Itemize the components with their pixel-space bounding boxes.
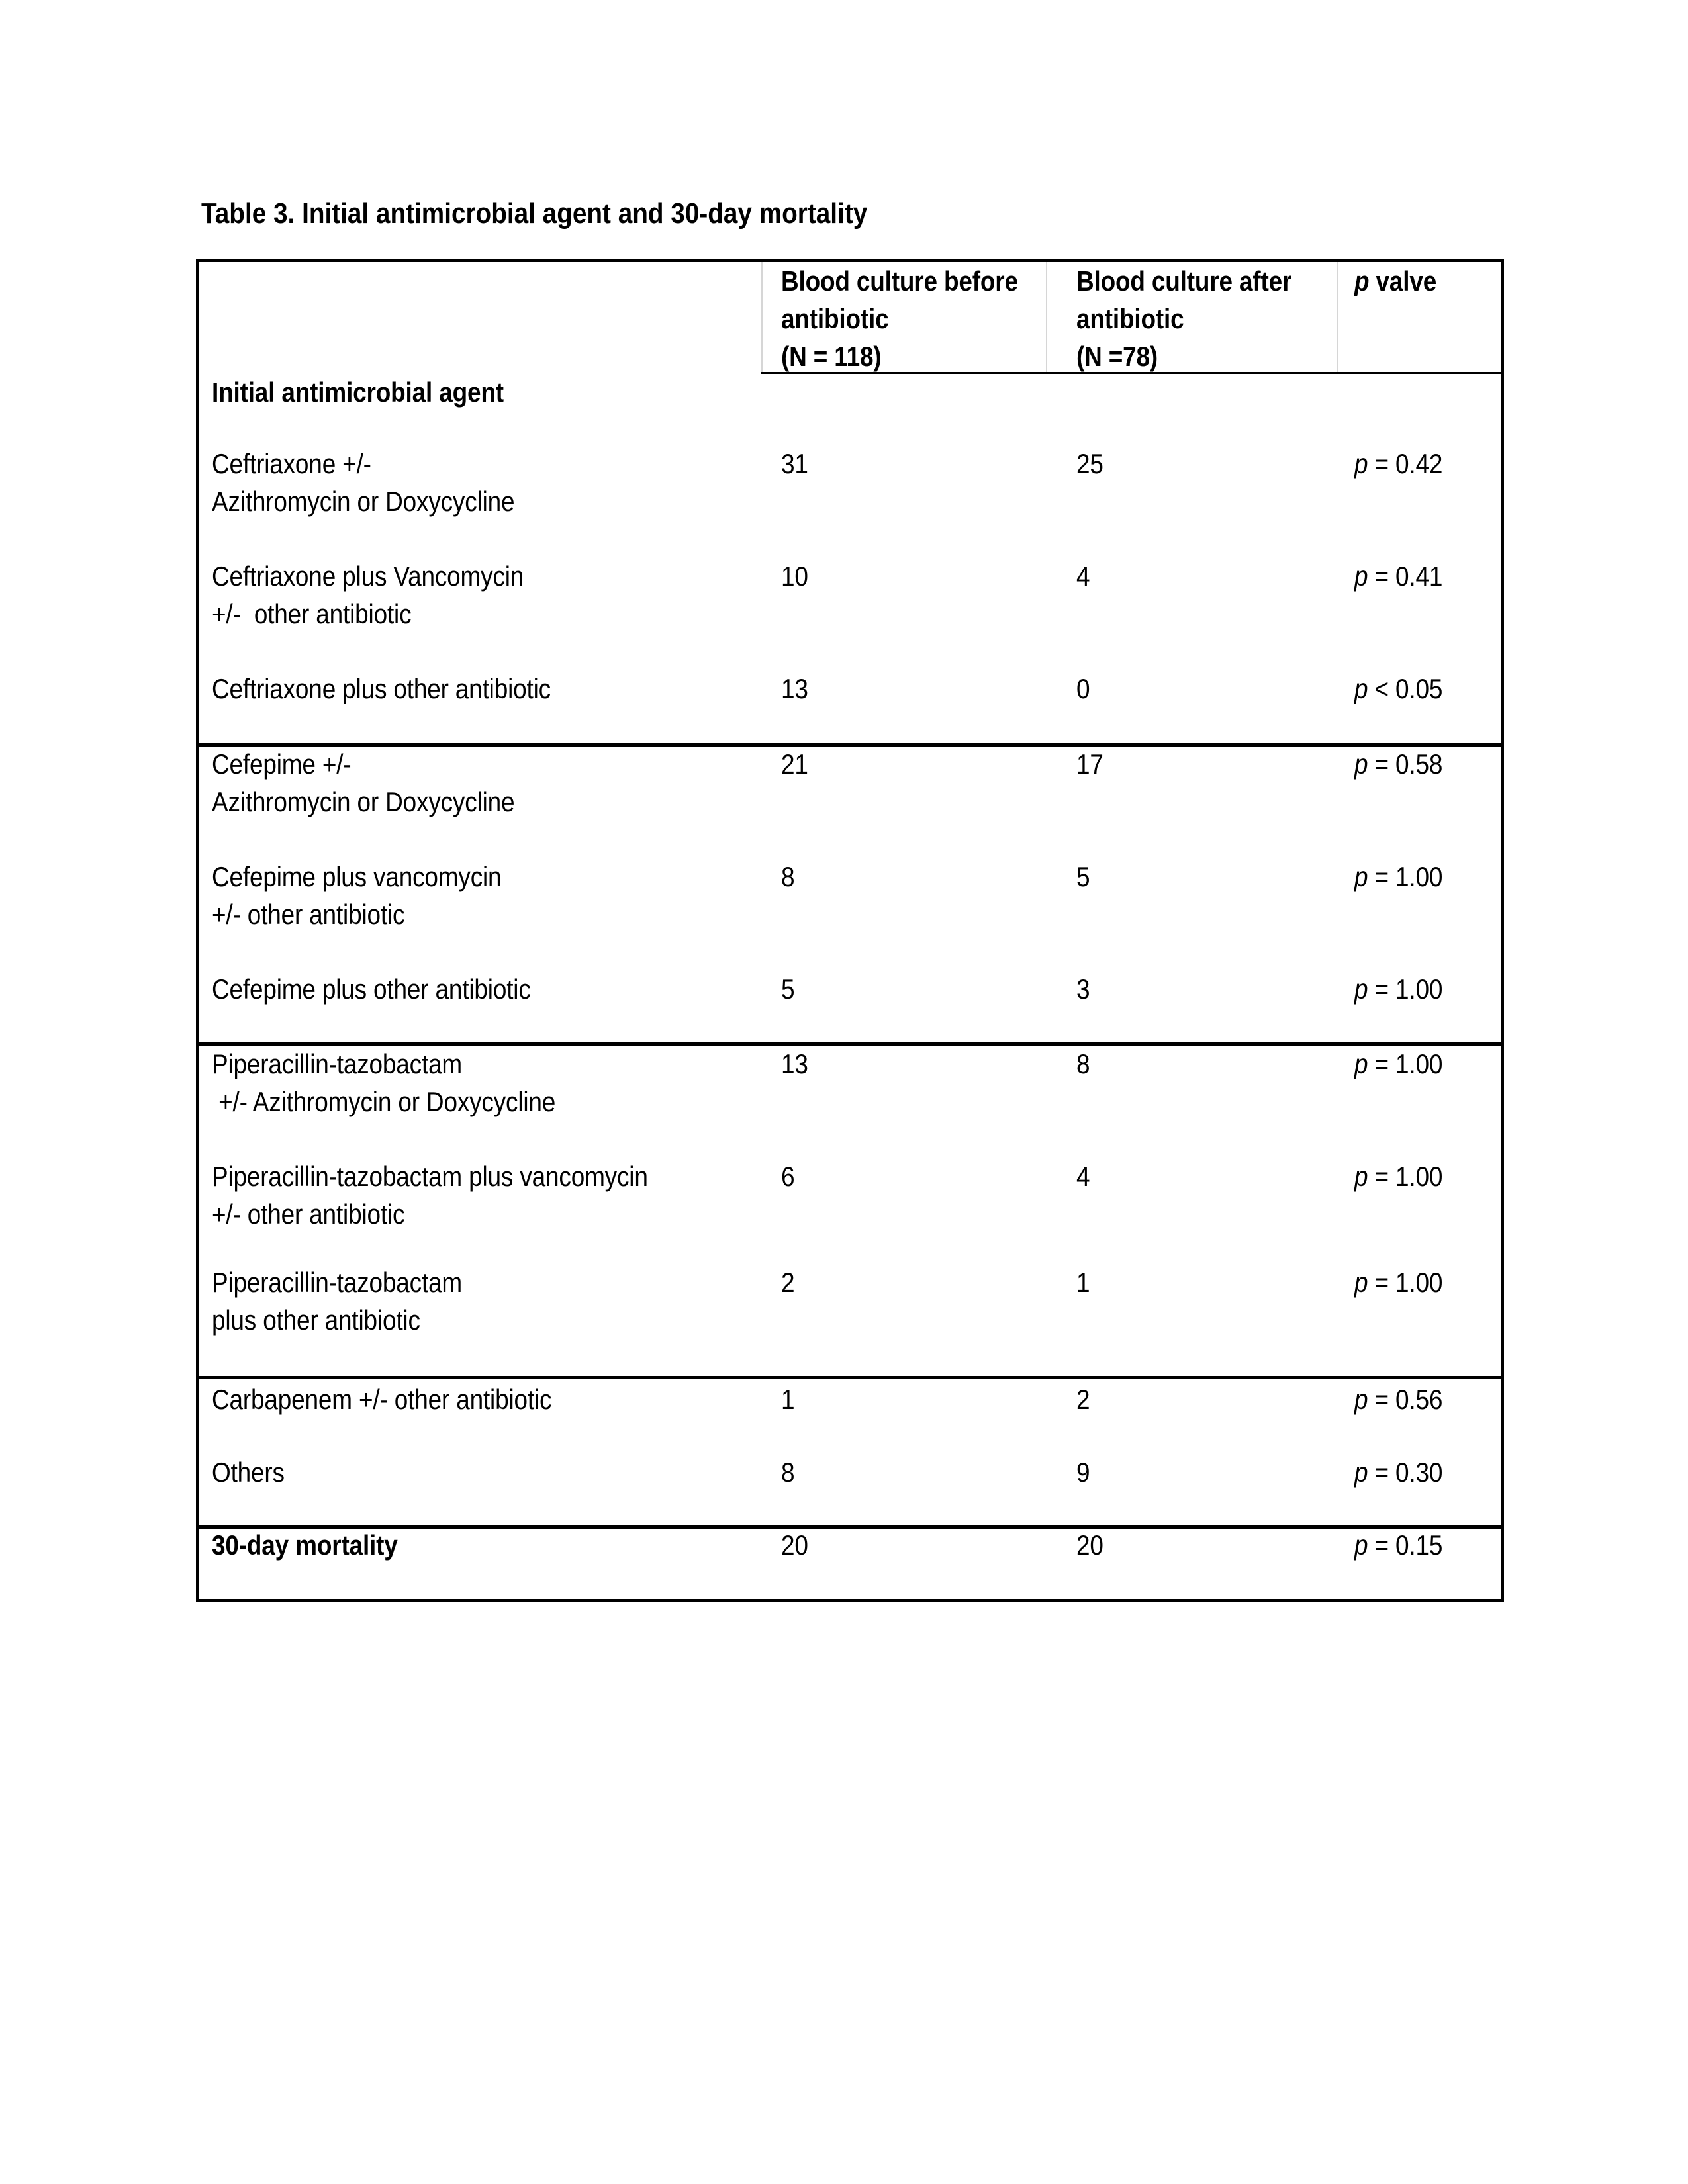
p-value-text: = 0.30 xyxy=(1368,1457,1443,1488)
p-value: p = 1.00 xyxy=(1354,1158,1442,1195)
row-label: Others xyxy=(212,1457,285,1488)
header-cell-divider xyxy=(1046,262,1047,372)
row-label: 30-day mortality xyxy=(212,1529,398,1561)
section-divider xyxy=(199,1525,1501,1529)
p-symbol: p xyxy=(1354,1267,1368,1298)
p-value-text: = 1.00 xyxy=(1368,861,1443,892)
p-value: p = 1.00 xyxy=(1354,1263,1442,1301)
p-symbol: p xyxy=(1354,673,1368,704)
section-label: Initial antimicrobial agent xyxy=(212,377,504,408)
value-before: 6 xyxy=(781,1161,795,1192)
p-symbol: p xyxy=(1354,1048,1368,1079)
col-header-p-value-text: valve xyxy=(1369,265,1437,296)
row-label: Piperacillin-tazobactam plus other antib… xyxy=(212,1267,463,1336)
p-symbol: p xyxy=(1354,265,1370,296)
header-cell-divider xyxy=(1337,262,1338,372)
value-after: 3 xyxy=(1076,974,1090,1005)
header-cell-divider xyxy=(761,262,763,372)
p-symbol: p xyxy=(1354,749,1368,780)
col-header-blood-culture-after: Blood culture after antibiotic (N =78) xyxy=(1076,265,1292,372)
value-before: 8 xyxy=(781,1457,795,1488)
value-after: 2 xyxy=(1076,1384,1090,1415)
value-after: 5 xyxy=(1076,861,1090,892)
section-divider xyxy=(199,1376,1501,1379)
p-value: p = 0.58 xyxy=(1354,745,1442,783)
row-label: Carbapenem +/- other antibiotic xyxy=(212,1384,552,1415)
row-label: Cefepime plus vancomycin +/- other antib… xyxy=(212,861,502,930)
value-before: 10 xyxy=(781,561,808,592)
value-after: 0 xyxy=(1076,673,1090,704)
p-value-text: = 0.58 xyxy=(1368,749,1443,780)
p-value-text: < 0.05 xyxy=(1368,673,1443,704)
value-after: 1 xyxy=(1076,1267,1090,1298)
p-value-text: = 0.42 xyxy=(1368,448,1443,479)
value-before: 13 xyxy=(781,673,808,704)
p-value-text: = 1.00 xyxy=(1368,974,1443,1005)
row-label: Cefepime plus other antibiotic xyxy=(212,974,531,1005)
p-value-text: = 0.15 xyxy=(1368,1529,1443,1561)
section-divider xyxy=(199,1042,1501,1046)
row-label: Piperacillin-tazobactam plus vancomycin … xyxy=(212,1161,648,1230)
p-value: p = 1.00 xyxy=(1354,970,1442,1008)
value-after: 4 xyxy=(1076,561,1090,592)
p-symbol: p xyxy=(1354,1457,1368,1488)
value-before: 20 xyxy=(781,1529,808,1561)
value-before: 5 xyxy=(781,974,795,1005)
p-value-text: = 1.00 xyxy=(1368,1048,1443,1079)
row-label: Piperacillin-tazobactam +/- Azithromycin… xyxy=(212,1048,556,1117)
p-value: p = 1.00 xyxy=(1354,1045,1442,1083)
p-symbol: p xyxy=(1354,1384,1368,1415)
p-value-text: = 0.41 xyxy=(1368,561,1443,592)
value-before: 1 xyxy=(781,1384,795,1415)
value-before: 2 xyxy=(781,1267,795,1298)
value-after: 25 xyxy=(1076,448,1103,479)
p-value: p < 0.05 xyxy=(1354,670,1442,707)
value-after: 20 xyxy=(1076,1529,1103,1561)
table-title: Table 3. Initial antimicrobial agent and… xyxy=(201,197,868,230)
value-before: 21 xyxy=(781,749,808,780)
value-after: 9 xyxy=(1076,1457,1090,1488)
p-value-text: = 1.00 xyxy=(1368,1161,1443,1192)
p-symbol: p xyxy=(1354,561,1368,592)
row-label: Ceftriaxone plus Vancomycin +/- other an… xyxy=(212,561,524,629)
data-table: Blood culture before antibiotic (N = 118… xyxy=(196,259,1504,1602)
p-symbol: p xyxy=(1354,448,1368,479)
p-value-text: = 0.56 xyxy=(1368,1384,1443,1415)
p-value: p = 0.15 xyxy=(1354,1526,1442,1564)
p-value: p = 1.00 xyxy=(1354,858,1442,895)
value-before: 13 xyxy=(781,1048,808,1079)
section-divider xyxy=(199,743,1501,747)
p-symbol: p xyxy=(1354,1161,1368,1192)
row-label: Ceftriaxone plus other antibiotic xyxy=(212,673,551,704)
value-after: 4 xyxy=(1076,1161,1090,1192)
value-after: 8 xyxy=(1076,1048,1090,1079)
p-symbol: p xyxy=(1354,861,1368,892)
header-underline xyxy=(761,372,1501,374)
value-before: 8 xyxy=(781,861,795,892)
p-symbol: p xyxy=(1354,974,1368,1005)
row-label: Cefepime +/- Azithromycin or Doxycycline xyxy=(212,749,515,817)
row-label: Ceftriaxone +/- Azithromycin or Doxycycl… xyxy=(212,448,515,517)
col-header-p-value: p valve xyxy=(1354,262,1436,300)
p-value: p = 0.41 xyxy=(1354,557,1442,595)
p-value: p = 0.30 xyxy=(1354,1453,1442,1491)
value-after: 17 xyxy=(1076,749,1103,780)
col-header-blood-culture-before: Blood culture before antibiotic (N = 118… xyxy=(781,265,1018,372)
p-value-text: = 1.00 xyxy=(1368,1267,1443,1298)
p-value: p = 0.42 xyxy=(1354,445,1442,482)
p-symbol: p xyxy=(1354,1529,1368,1561)
value-before: 31 xyxy=(781,448,808,479)
p-value: p = 0.56 xyxy=(1354,1381,1442,1418)
